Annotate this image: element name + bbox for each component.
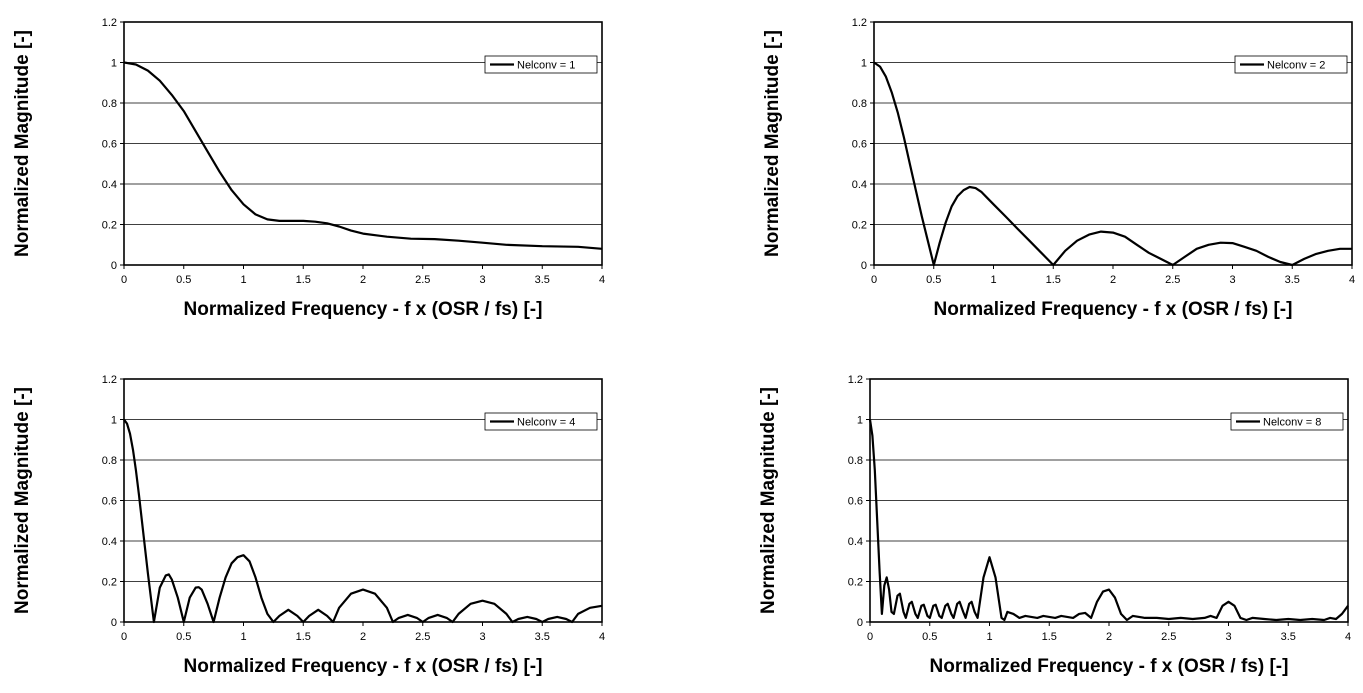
chart-panel-nelconv-2: 0 0.2 0.4 0.6 0.8 1 1.2 0 0.5 1 1.5 2 2.5 3 3.5 4 Nelcon… <box>762 17 1355 320</box>
legend-label: Nelconv = 1 <box>517 60 575 72</box>
x-tick-label: 3 <box>1229 274 1235 286</box>
x-tick-label: 3.5 <box>535 631 550 643</box>
y-tick-label: 0.8 <box>102 455 117 467</box>
chart-panel-nelconv-8: 0 0.2 0.4 0.6 0.8 1 1.2 0 0.5 1 1.5 2 2.5 3 3.5 4 Nelcon… <box>758 374 1351 677</box>
legend: Nelconv = 1 <box>484 55 598 74</box>
x-tick-label: 1.5 <box>296 631 311 643</box>
chart-panel-nelconv-4: 0 0.2 0.4 0.6 0.8 1 1.2 0 0.5 1 1.5 2 2.5 3 3.5 4 Nelcon… <box>12 374 605 677</box>
series-line <box>868 419 1349 622</box>
x-tick-label: 0 <box>871 274 877 286</box>
x-tick-label: 3.5 <box>1281 631 1296 643</box>
x-tick-label: 3 <box>1225 631 1231 643</box>
chart-panel-nelconv-1: 0 0.2 0.4 0.6 0.8 1 1.2 0 0.5 1 1.5 2 2.5 3 3.5 4 Nelcon… <box>12 17 605 320</box>
y-tick-label: 1 <box>111 415 117 427</box>
legend: Nelconv = 2 <box>1234 55 1348 74</box>
x-tick-label: 0 <box>867 631 873 643</box>
x-tick-label: 3 <box>479 274 485 286</box>
x-tick-label: 0.5 <box>922 631 937 643</box>
series-line <box>123 61 603 250</box>
x-tick-label: 4 <box>599 631 605 643</box>
x-axis-title: Normalized Frequency - f x (OSR / fs) [-… <box>184 656 543 677</box>
legend-box <box>484 55 598 74</box>
x-tick-label: 4 <box>1349 274 1355 286</box>
y-axis-title: Normalized Magnitude [-] <box>758 387 779 614</box>
x-tick-label: 3.5 <box>1285 274 1300 286</box>
y-tick-label: 0 <box>861 260 867 272</box>
x-tick-label: 0 <box>121 274 127 286</box>
y-tick-label: 0.2 <box>102 577 117 589</box>
legend: Nelconv = 4 <box>484 412 598 431</box>
y-tick-label: 1.2 <box>102 17 117 29</box>
y-tick-label: 0.6 <box>102 496 117 508</box>
y-tick-label: 0 <box>111 617 117 629</box>
x-tick-label: 1.5 <box>1042 631 1057 643</box>
x-tick-label: 4 <box>599 274 605 286</box>
x-tick-label: 2.5 <box>415 274 430 286</box>
x-tick-label: 1 <box>990 274 996 286</box>
x-axis-title: Normalized Frequency - f x (OSR / fs) [-… <box>930 656 1289 677</box>
x-tick-label: 0.5 <box>176 274 191 286</box>
y-tick-label: 1 <box>861 58 867 70</box>
x-tick-label: 0.5 <box>926 274 941 286</box>
x-tick-label: 1 <box>240 274 246 286</box>
y-tick-label: 0 <box>857 617 863 629</box>
y-tick-label: 0.4 <box>848 536 863 548</box>
x-axis-title: Normalized Frequency - f x (OSR / fs) [-… <box>934 299 1293 320</box>
x-tick-label: 1 <box>240 631 246 643</box>
x-tick-label: 2.5 <box>1161 631 1176 643</box>
y-tick-label: 0.2 <box>848 577 863 589</box>
x-tick-label: 2 <box>360 274 366 286</box>
legend-label: Nelconv = 4 <box>517 417 575 429</box>
y-tick-label: 0.6 <box>102 139 117 151</box>
x-tick-label: 3 <box>479 631 485 643</box>
x-tick-label: 1 <box>986 631 992 643</box>
legend: Nelconv = 8 <box>1230 412 1344 431</box>
plot-area <box>123 378 603 623</box>
legend-box <box>484 412 598 431</box>
x-tick-label: 2 <box>1106 631 1112 643</box>
x-tick-label: 2 <box>1110 274 1116 286</box>
plot-area <box>123 21 603 266</box>
y-axis-title: Normalized Magnitude [-] <box>12 387 33 614</box>
y-axis-title: Normalized Magnitude [-] <box>12 30 33 257</box>
x-tick-label: 2.5 <box>415 631 430 643</box>
legend-label: Nelconv = 2 <box>1267 60 1325 72</box>
y-tick-label: 0.4 <box>102 536 117 548</box>
x-tick-label: 0.5 <box>176 631 191 643</box>
y-tick-label: 1 <box>857 415 863 427</box>
y-tick-label: 0.2 <box>102 220 117 232</box>
x-tick-label: 1.5 <box>1046 274 1061 286</box>
y-tick-label: 1.2 <box>848 374 863 386</box>
y-tick-label: 0.4 <box>852 179 867 191</box>
y-tick-label: 0.2 <box>852 220 867 232</box>
y-tick-label: 0.4 <box>102 179 117 191</box>
series-line <box>873 61 1352 267</box>
y-tick-label: 0.8 <box>852 98 867 110</box>
plot-area <box>873 21 1353 266</box>
y-tick-label: 0.6 <box>852 139 867 151</box>
legend-box <box>1230 412 1344 431</box>
y-axis-title: Normalized Magnitude [-] <box>762 30 783 257</box>
x-tick-label: 2 <box>360 631 366 643</box>
legend-label: Nelconv = 8 <box>1263 417 1321 429</box>
x-tick-label: 2.5 <box>1165 274 1180 286</box>
x-tick-label: 1.5 <box>296 274 311 286</box>
y-tick-label: 1 <box>111 58 117 70</box>
x-tick-label: 0 <box>121 631 127 643</box>
y-tick-label: 0 <box>111 260 117 272</box>
y-tick-label: 0.8 <box>848 455 863 467</box>
series-line <box>123 418 603 624</box>
x-tick-label: 3.5 <box>535 274 550 286</box>
x-axis-title: Normalized Frequency - f x (OSR / fs) [-… <box>184 299 543 320</box>
plot-area <box>869 378 1349 623</box>
y-tick-label: 0.6 <box>848 496 863 508</box>
legend-box <box>1234 55 1348 74</box>
y-tick-label: 1.2 <box>102 374 117 386</box>
y-tick-label: 0.8 <box>102 98 117 110</box>
y-tick-label: 1.2 <box>852 17 867 29</box>
x-tick-label: 4 <box>1345 631 1351 643</box>
